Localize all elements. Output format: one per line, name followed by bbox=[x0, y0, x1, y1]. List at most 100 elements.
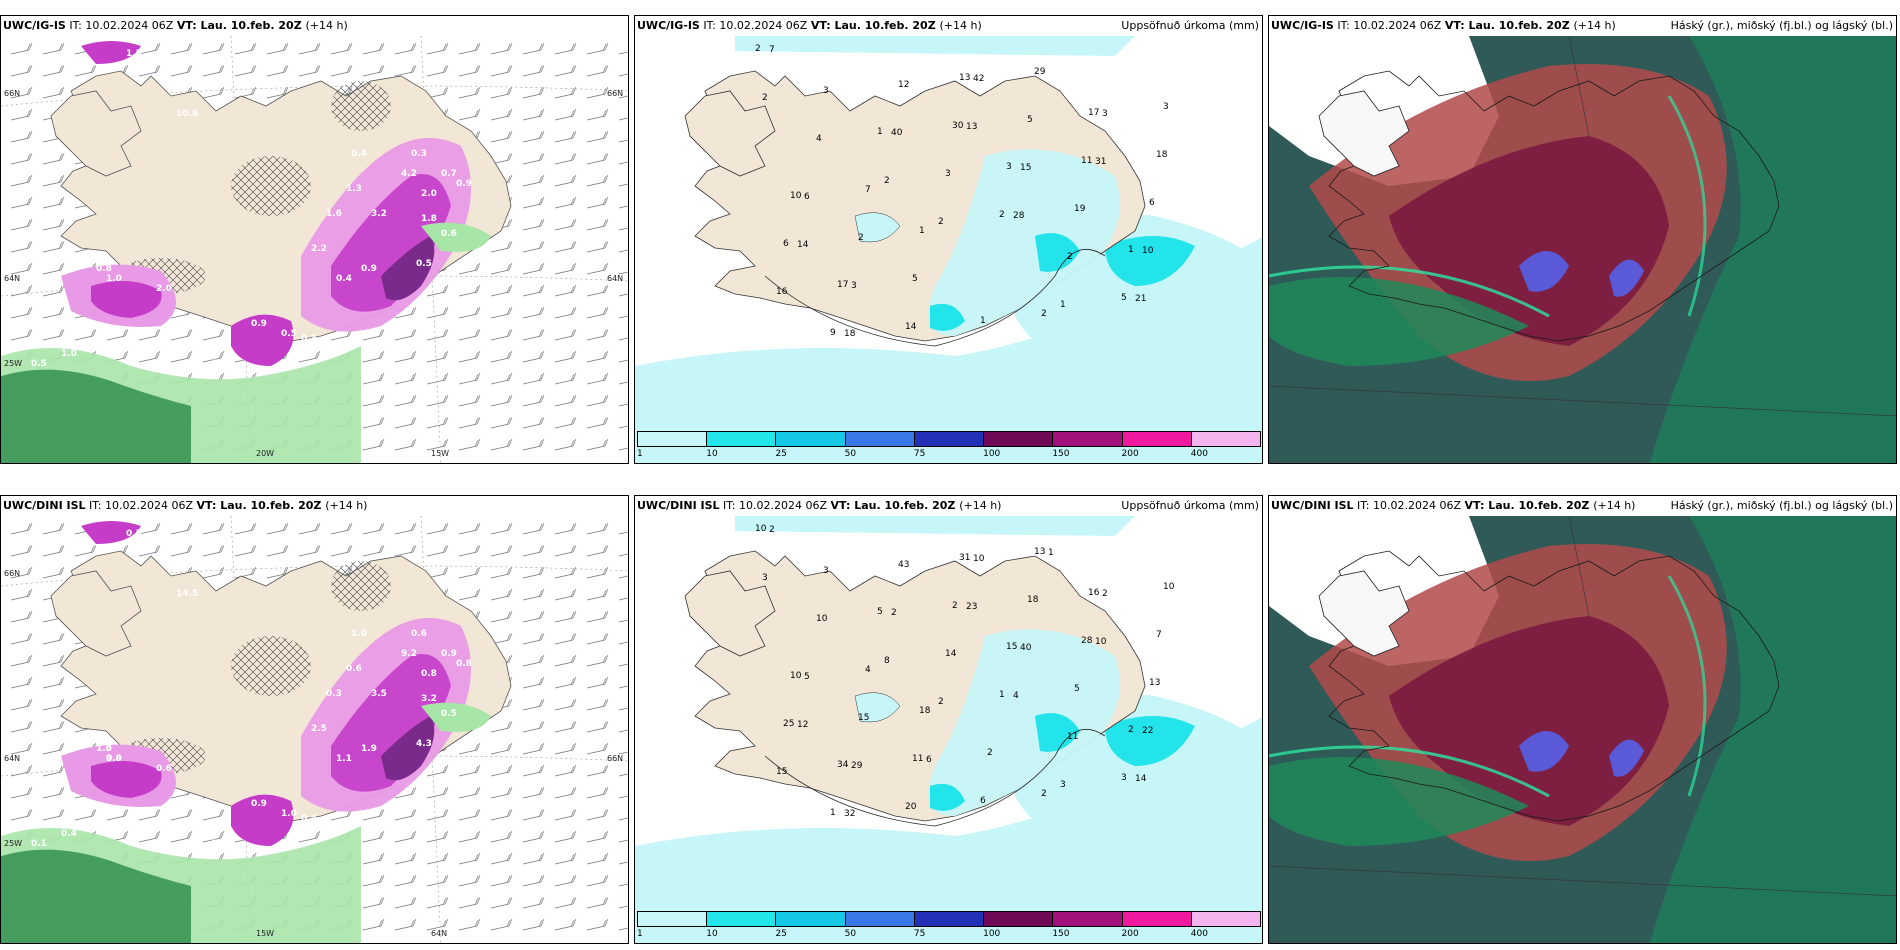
axis-label: 66N bbox=[4, 569, 20, 578]
lead-time: (+14 h) bbox=[959, 499, 1002, 512]
value-label: 0.6 bbox=[411, 629, 427, 639]
value-label: 5 bbox=[1027, 115, 1033, 125]
axis-label: 64N bbox=[4, 274, 20, 283]
panel-title: UWC/DINI ISL IT: 10.02.2024 06Z VT: Lau.… bbox=[635, 496, 1262, 516]
legend-swatch bbox=[1121, 431, 1192, 447]
legend-tick: 150 bbox=[1052, 449, 1070, 459]
value-label: 6 bbox=[783, 239, 789, 249]
value-label: 6 bbox=[926, 755, 932, 765]
value-label: 31 bbox=[1095, 157, 1106, 167]
value-label: 1 bbox=[1060, 300, 1066, 310]
axis-label: 15W bbox=[256, 929, 274, 938]
value-label: 2 bbox=[755, 44, 761, 54]
value-label: 3 bbox=[823, 86, 829, 96]
value-label: 14 bbox=[1135, 774, 1147, 784]
it-label: IT: bbox=[719, 499, 740, 512]
map-canvas: 0.81.02.00.90.5 0.34.03.21.32.21.60.40.60… bbox=[1, 36, 628, 463]
value-label: 5 bbox=[804, 672, 810, 682]
value-label: 5 bbox=[877, 607, 883, 617]
value-label: 3 bbox=[1006, 162, 1012, 172]
value-label: 28 bbox=[1013, 211, 1025, 221]
value-label: 10 bbox=[1095, 637, 1107, 647]
lead-time: (+14 h) bbox=[325, 499, 368, 512]
value-label: 0.1 bbox=[31, 839, 47, 849]
model-name: UWC/DINI ISL bbox=[3, 499, 86, 512]
value-label: 12 bbox=[797, 720, 808, 730]
value-label: 0.4 bbox=[351, 149, 367, 159]
value-label: 23 bbox=[966, 602, 977, 612]
value-label: 2 bbox=[762, 93, 768, 103]
axis-label: 66N bbox=[607, 89, 623, 98]
init-time: 10.02.2024 06Z bbox=[85, 19, 177, 32]
value-label: 28 bbox=[1081, 636, 1093, 646]
value-label: 1 bbox=[919, 226, 925, 236]
value-label: 0.3 bbox=[211, 839, 227, 849]
vt-label: VT: bbox=[176, 19, 201, 32]
vt-label: VT: bbox=[1444, 19, 1469, 32]
value-label: 18 bbox=[844, 329, 856, 339]
value-label: 0.5 bbox=[441, 709, 457, 719]
legend-swatch bbox=[913, 911, 985, 927]
legend-tick: 100 bbox=[983, 449, 1001, 459]
vt-label: VT: bbox=[1464, 499, 1489, 512]
map-panel-p5: UWC/DINI ISL IT: 10.02.2024 06Z VT: Lau.… bbox=[634, 495, 1263, 944]
value-label: 11 bbox=[1067, 732, 1078, 742]
value-label: 13 bbox=[966, 122, 977, 132]
value-label: 1.5 bbox=[96, 744, 112, 754]
value-label: 1.0 bbox=[96, 744, 112, 754]
axis-label: 64N bbox=[4, 754, 20, 763]
value-label: 10 bbox=[1142, 246, 1154, 256]
value-label: 0.8 bbox=[96, 264, 112, 274]
value-label: 2 bbox=[769, 525, 775, 535]
value-label: 16 bbox=[1088, 588, 1100, 598]
value-label: 10 bbox=[790, 191, 802, 201]
value-label: 17 bbox=[837, 280, 848, 290]
map-canvas: 2412215232332179403028192116171213151110… bbox=[635, 36, 1262, 463]
value-label: 1.1 bbox=[336, 754, 352, 764]
map-canvas: 1.53.00.60.91.0 0.40.33.50.62.50.31.00.54… bbox=[1, 516, 628, 943]
snowfall-area bbox=[61, 41, 471, 366]
value-label: 0.8 bbox=[421, 669, 437, 679]
legend-swatch bbox=[637, 911, 708, 927]
axis-label: 64N bbox=[431, 929, 447, 938]
value-label: 40 bbox=[891, 128, 903, 138]
value-label: 4.0 bbox=[211, 359, 227, 369]
value-label: 2 bbox=[884, 176, 890, 186]
legend-tick: 400 bbox=[1190, 929, 1208, 939]
value-label: 2 bbox=[858, 233, 864, 243]
legend-swatch bbox=[1121, 911, 1192, 927]
value-label: 14.5 bbox=[176, 589, 198, 599]
value-label: 34 bbox=[837, 760, 849, 770]
value-label: 1 bbox=[999, 690, 1005, 700]
value-label: 2 bbox=[999, 210, 1005, 220]
snowfall-area bbox=[61, 521, 471, 846]
value-label: 2 bbox=[938, 217, 944, 227]
value-label: 10 bbox=[790, 671, 802, 681]
legend-swatch bbox=[1190, 911, 1261, 927]
init-time: 10.02.2024 06Z bbox=[719, 19, 811, 32]
value-label: 22 bbox=[1142, 726, 1153, 736]
value-label: 14 bbox=[945, 649, 957, 659]
vt-label: VT: bbox=[810, 19, 835, 32]
value-label: 1 bbox=[1128, 245, 1134, 255]
lead-time: (+14 h) bbox=[305, 19, 348, 32]
axis-label: 25W bbox=[4, 359, 22, 368]
model-name: UWC/IG-IS bbox=[1271, 19, 1334, 32]
value-label: 10 bbox=[755, 524, 767, 534]
value-label: 11 bbox=[912, 754, 923, 764]
value-label: 1 bbox=[830, 808, 836, 818]
legend-tick: 200 bbox=[1121, 929, 1139, 939]
legend-tick: 1 bbox=[637, 449, 643, 459]
value-label: 4 bbox=[1013, 691, 1019, 701]
value-label: 0.5 bbox=[126, 529, 142, 539]
value-label: 4 bbox=[816, 134, 822, 144]
value-label: 2 bbox=[891, 608, 897, 618]
legend-swatch bbox=[844, 911, 915, 927]
axis-label: 64N bbox=[607, 274, 623, 283]
legend-tick: 100 bbox=[983, 929, 1001, 939]
value-label: 3.2 bbox=[421, 694, 437, 704]
value-label: 20 bbox=[905, 802, 917, 812]
value-label: 21 bbox=[1135, 294, 1146, 304]
value-label: 14 bbox=[797, 240, 809, 250]
value-label: 1.5 bbox=[126, 49, 142, 59]
